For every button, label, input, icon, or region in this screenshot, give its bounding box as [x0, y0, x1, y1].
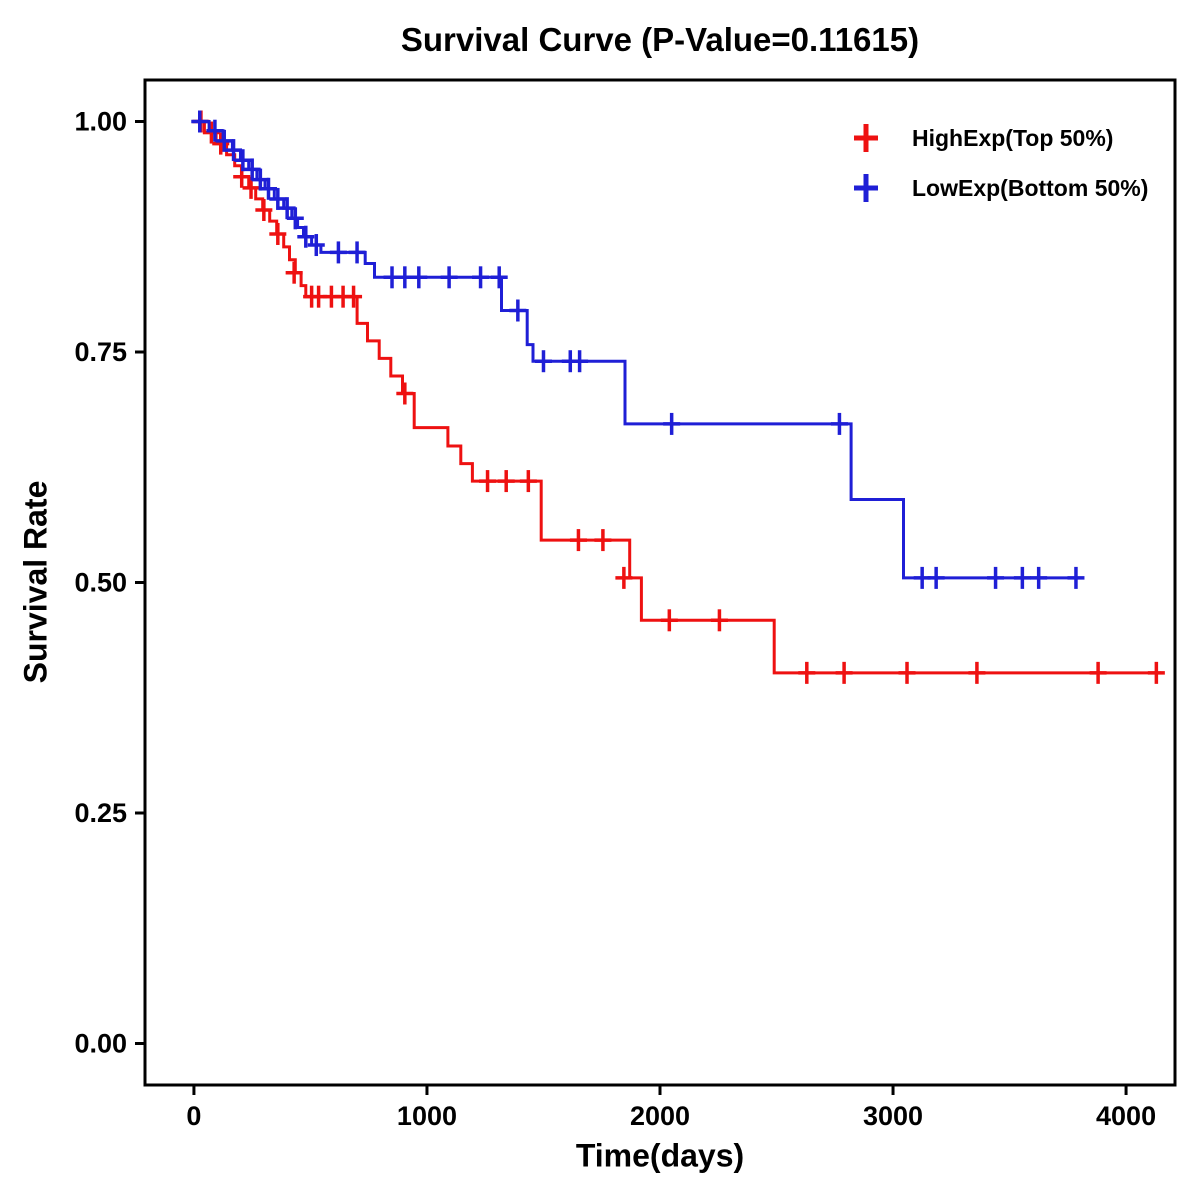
x-tick-label: 2000 [630, 1101, 690, 1131]
y-tick-label: 0.75 [74, 337, 127, 367]
x-tick-label: 4000 [1096, 1101, 1156, 1131]
y-axis: 0.00 0.25 0.50 0.75 1.00 [74, 106, 145, 1059]
legend: HighExp(Top 50%) LowExp(Bottom 50%) [854, 124, 1148, 202]
survival-step-line [193, 120, 1078, 580]
y-tick-label: 0.00 [74, 1029, 127, 1059]
y-tick-label: 0.50 [74, 568, 127, 598]
x-tick-label: 1000 [397, 1101, 457, 1131]
legend-label: LowExp(Bottom 50%) [912, 175, 1148, 201]
chart-title: Survival Curve (P-Value=0.11615) [400, 21, 920, 58]
low-exp-curve [191, 110, 1085, 589]
x-axis: 0 1000 2000 3000 4000 [186, 1085, 1156, 1131]
legend-label: HighExp(Top 50%) [912, 125, 1113, 151]
survival-step-line [193, 120, 1161, 675]
x-tick-label: 3000 [863, 1101, 923, 1131]
y-tick-label: 1.00 [74, 106, 127, 136]
high-exp-curve [192, 110, 1165, 684]
x-tick-label: 0 [186, 1101, 201, 1131]
x-axis-label: Time(days) [575, 1137, 745, 1174]
y-tick-label: 0.25 [74, 798, 127, 828]
plot-border [143, 78, 1177, 1087]
